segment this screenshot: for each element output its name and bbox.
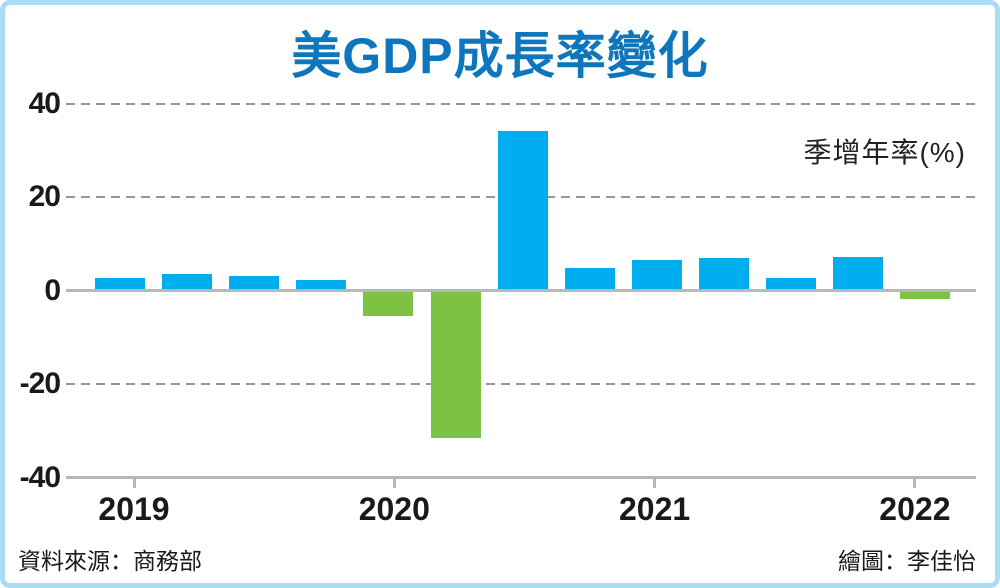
bar-2021-q3 [766,278,816,289]
x-tick-label-2019: 2019 [98,490,170,527]
bar-2020-q2 [430,292,481,438]
x-tick-label-2020: 2020 [358,490,430,527]
y-tick-label-20: 20 [28,180,61,213]
x-tick-label-2021: 2021 [619,490,691,527]
bar-2019-q4 [296,280,347,289]
bar-2020-q1 [363,292,414,316]
gridline--20 [66,383,976,385]
zero-gridline [66,289,976,292]
bar-2021-q2 [698,258,749,289]
source-note: 資料來源：商務部 [18,548,202,574]
bar-2020-q4 [564,268,615,289]
bar-2020-q3 [497,131,548,289]
bar-2019-q2 [162,274,213,289]
bar-2019-q3 [229,276,280,289]
y-tick-label-40: 40 [28,86,61,120]
gridline-40 [66,102,976,105]
x-tick-2020 [392,479,396,488]
unit-label: 季增年率(%) [803,137,966,168]
chart-title: 美GDP成長率變化 [291,28,709,84]
x-tick-label-2022: 2022 [879,490,951,527]
y-tick-label--20: -20 [19,367,61,400]
x-tick-2021 [653,479,657,488]
x-tick-2019 [132,479,136,488]
y-tick-label-0: 0 [44,273,61,307]
bar-2022-q1 [900,292,951,299]
x-axis-baseline [66,476,976,479]
credit-note: 繪圖：李佳怡 [838,548,976,574]
bar-2021-q1 [631,260,682,289]
bar-2021-q4 [833,257,884,289]
x-tick-2022 [913,479,917,488]
y-tick-label--40: -40 [19,460,61,494]
bar-2019-q1 [95,278,145,289]
